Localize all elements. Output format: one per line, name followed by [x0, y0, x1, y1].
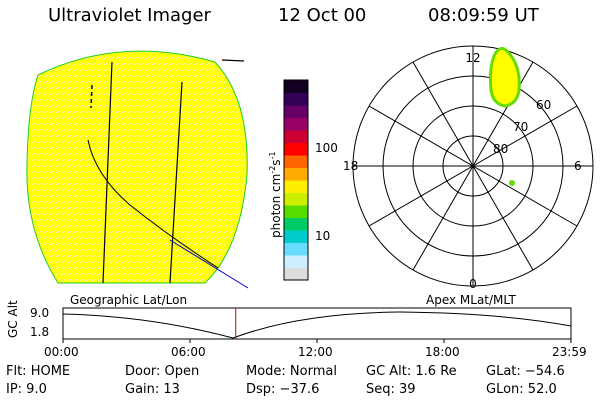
terminator-line: [87, 139, 246, 284]
colorbar-segment: [284, 92, 308, 106]
colorbar-tick-low: 10: [315, 229, 331, 243]
color-bar: [283, 79, 309, 281]
colorbar-tick-high: 100: [315, 141, 338, 155]
polar-hour-left: 18: [343, 159, 358, 173]
coastline-fragment: [90, 84, 93, 109]
meridian-line: [102, 61, 113, 284]
info-gain: Gain: 13: [125, 382, 180, 397]
colorbar-segment: [284, 242, 308, 256]
timeline-x-tick-0: 00:00: [44, 345, 79, 359]
info-glon: GLon: 52.0: [486, 382, 557, 397]
colorbar-segment: [284, 130, 308, 143]
aurora-dot: [509, 180, 515, 186]
colorbar-segment: [284, 167, 308, 181]
time-label: 08:09:59 UT: [428, 5, 539, 26]
info-ip: IP: 9.0: [6, 382, 47, 397]
info-dsp: Dsp: −37.6: [246, 382, 320, 397]
date-label: 12 Oct 00: [278, 5, 367, 26]
info-flt: Flt: HOME: [6, 364, 71, 379]
colorbar-segment: [284, 117, 308, 131]
colorbar-segment: [284, 80, 308, 93]
timeline-left-label: Geographic Lat/Lon: [70, 293, 188, 307]
colorbar-segment: [284, 192, 308, 206]
geographic-earth-image: [26, 50, 249, 289]
polar-lat-60: 60: [536, 98, 551, 112]
colorbar-segment: [284, 142, 308, 156]
colorbar-segment: [284, 255, 308, 268]
info-mode: Mode: Normal: [246, 364, 337, 379]
info-seq: Seq: 39: [366, 382, 416, 397]
timeline-x-tick-4: 23:59: [552, 345, 587, 359]
polar-hour-top: 12: [465, 51, 480, 65]
colorbar-label: photon cm-2s-1: [268, 151, 283, 238]
polar-lat-70: 70: [513, 120, 528, 134]
polar-hour-bottom: 0: [469, 277, 477, 290]
scale-mark: [221, 59, 245, 62]
colorbar-segment: [284, 230, 308, 243]
colorbar-segment: [284, 180, 308, 193]
polar-plot: 12 18 6 0 60 70 80: [343, 45, 594, 290]
info-gcalt: GC Alt: 1.6 Re: [366, 364, 457, 379]
colorbar-segment: [284, 217, 308, 231]
colorbar-segment: [284, 267, 308, 281]
aurora-patch: [489, 47, 521, 108]
timeline-x-tick-1: 06:00: [171, 345, 206, 359]
colorbar-segment: [284, 205, 308, 218]
timeline-y-tick-low: 1.8: [30, 325, 50, 339]
colorbar-border: [283, 79, 309, 281]
timeline-y-axis-label: GC Alt: [6, 300, 20, 338]
instrument-title: Ultraviolet Imager: [48, 5, 211, 26]
timeline-x-tick-2: 12:00: [298, 345, 333, 359]
colorbar-segment: [284, 105, 308, 118]
timeline-y-tick-high: 9.0: [30, 306, 50, 320]
polar-hour-right: 6: [574, 159, 582, 173]
meridian-line: [169, 81, 183, 284]
info-door: Door: Open: [125, 364, 200, 379]
info-glat: GLat: −54.6: [486, 364, 565, 379]
latitude-line: [169, 239, 249, 289]
colorbar-segment: [284, 155, 308, 168]
timeline-right-label: Apex MLat/MLT: [426, 293, 516, 307]
polar-lat-80: 80: [493, 142, 508, 156]
timeline-x-tick-3: 18:00: [425, 345, 460, 359]
